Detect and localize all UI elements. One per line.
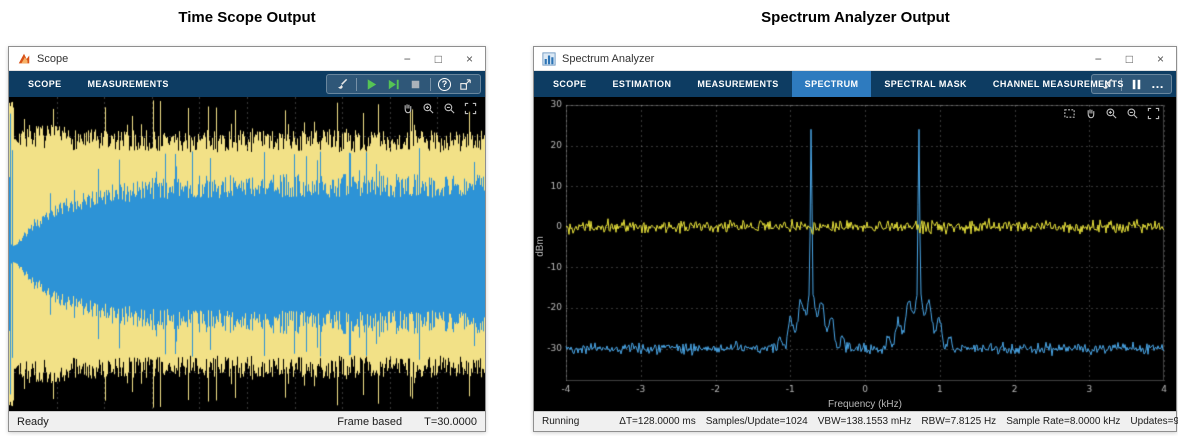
spectrum-statusbar: Running ΔT=128.0000 ms Samples/Update=10… (534, 411, 1178, 431)
step-forward-icon[interactable] (386, 77, 401, 92)
status-samples-per-update: Samples/Update=1024 (705, 416, 808, 427)
right-heading: Spectrum Analyzer Output (761, 9, 950, 26)
tab-channel-measurements[interactable]: CHANNEL MEASUREMENTS (992, 79, 1124, 89)
tab-estimation[interactable]: ESTIMATION (612, 79, 672, 89)
pan-icon[interactable] (401, 102, 414, 115)
zoom-out-icon[interactable] (443, 102, 456, 115)
scope-window-icon (18, 53, 30, 63)
tab-measurements[interactable]: MEASUREMENTS (697, 79, 779, 89)
tab-scope[interactable]: SCOPE (28, 79, 62, 89)
spectrum-toolstrip: SCOPE ESTIMATION MEASUREMENTS SPECTRUM S… (534, 71, 1176, 97)
x-axis-title: Frequency (kHz) (828, 399, 902, 410)
maximize-button[interactable]: □ (1125, 51, 1133, 66)
zoom-out-icon[interactable] (1126, 107, 1139, 120)
spectrum-window-icon (542, 51, 556, 66)
spectrum-status-text: Running (542, 416, 580, 427)
brush-icon[interactable] (1099, 77, 1114, 92)
pause-icon[interactable] (1129, 77, 1144, 92)
tab-scope[interactable]: SCOPE (553, 79, 587, 89)
spectrum-toolbar: … (1091, 74, 1172, 94)
pan-icon[interactable] (1084, 107, 1097, 120)
maximize-button[interactable]: □ (434, 51, 442, 66)
toolbar-separator (356, 77, 357, 91)
tab-spectrum[interactable]: SPECTRUM (791, 71, 872, 97)
spectrum-analyzer-window: Spectrum Analyzer − □ × SCOPE ESTIMATION… (533, 46, 1178, 432)
scope-toolstrip: SCOPE MEASUREMENTS ? (9, 71, 485, 97)
scope-titlebar: Scope − □ × (9, 47, 485, 71)
fit-view-icon[interactable] (464, 102, 477, 115)
minimize-button[interactable]: − (403, 51, 411, 66)
spectrum-canvas[interactable] (534, 97, 1176, 411)
status-updates: Updates=92 (1130, 416, 1178, 427)
scope-status-text: Ready (17, 415, 49, 428)
minimize-button[interactable]: − (1094, 51, 1102, 66)
help-icon[interactable]: ? (438, 77, 451, 91)
time-scope-plot (9, 97, 485, 411)
scope-statusbar: Ready Frame based T=30.0000 (9, 411, 485, 431)
status-vbw: VBW=138.1553 mHz (817, 416, 912, 427)
spectrum-window-title: Spectrum Analyzer (562, 52, 655, 65)
scope-sim-time: T=30.0000 (424, 415, 477, 428)
tab-spectral-mask[interactable]: SPECTRAL MASK (884, 79, 967, 89)
scope-toolbar: ? (326, 74, 481, 94)
scope-frame-mode: Frame based (337, 415, 403, 428)
y-axis-title: dBm (534, 236, 546, 258)
time-scope-canvas[interactable] (9, 97, 485, 411)
scope-window: Scope − □ × SCOPE MEASUREMENTS (8, 46, 486, 432)
zoom-in-icon[interactable] (422, 102, 435, 115)
more-icon[interactable]: … (1151, 76, 1164, 91)
play-icon[interactable] (364, 77, 379, 92)
brush-icon[interactable] (334, 77, 349, 92)
left-heading: Time Scope Output (178, 9, 316, 26)
close-button[interactable]: × (465, 51, 473, 66)
scope-plot-palette (401, 102, 477, 115)
status-rbw: RBW=7.8125 Hz (921, 416, 997, 427)
tab-measurements[interactable]: MEASUREMENTS (87, 79, 169, 89)
stop-icon[interactable] (408, 77, 423, 92)
spectrum-plot-palette (1063, 107, 1160, 120)
scope-window-title: Scope (37, 52, 69, 65)
status-sample-rate: Sample Rate=8.0000 kHz (1006, 416, 1121, 427)
dock-icon[interactable] (458, 77, 473, 92)
toolbar-separator (430, 77, 431, 91)
close-button[interactable]: × (1156, 51, 1164, 66)
spectrum-titlebar: Spectrum Analyzer − □ × (534, 47, 1176, 71)
select-icon[interactable] (1063, 107, 1076, 120)
spectrum-plot: dBm Frequency (kHz) (534, 97, 1176, 411)
status-delta-t: ΔT=128.0000 ms (619, 416, 696, 427)
zoom-in-icon[interactable] (1105, 107, 1118, 120)
fit-view-icon[interactable] (1147, 107, 1160, 120)
toolbar-separator (1121, 77, 1122, 91)
